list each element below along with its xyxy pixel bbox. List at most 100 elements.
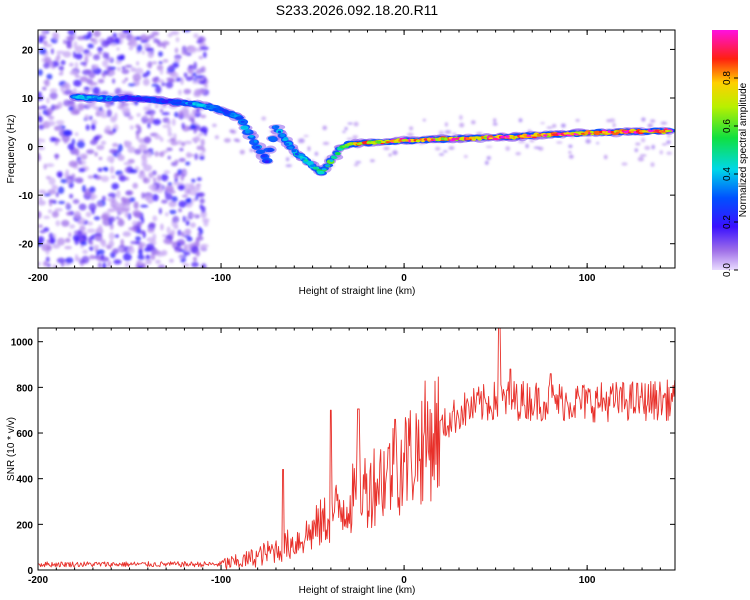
noise-speckle bbox=[198, 55, 203, 60]
noise-speckle bbox=[75, 148, 80, 157]
noise-speckle bbox=[183, 113, 191, 119]
noise-speckle bbox=[188, 185, 195, 191]
noise-speckle bbox=[352, 135, 359, 139]
noise-speckle bbox=[644, 145, 651, 150]
noise-speckle bbox=[182, 170, 187, 175]
noise-speckle bbox=[132, 220, 138, 226]
noise-speckle bbox=[91, 123, 96, 131]
noise-speckle bbox=[444, 122, 448, 127]
noise-speckle bbox=[471, 120, 476, 125]
noise-speckle bbox=[159, 68, 164, 75]
noise-speckle bbox=[135, 132, 140, 140]
noise-speckle bbox=[63, 83, 69, 89]
signal-point bbox=[173, 100, 178, 103]
noise-speckle bbox=[132, 73, 142, 82]
signal-point bbox=[310, 164, 316, 167]
noise-speckle bbox=[58, 124, 62, 132]
noise-speckle bbox=[203, 220, 209, 227]
noise-speckle bbox=[183, 72, 188, 78]
noise-speckle bbox=[189, 213, 198, 217]
signal-point bbox=[607, 130, 612, 133]
signal-point bbox=[368, 142, 374, 144]
signal-point bbox=[415, 139, 421, 143]
noise-speckle bbox=[540, 122, 545, 125]
noise-speckle bbox=[347, 122, 353, 125]
noise-speckle bbox=[46, 107, 53, 115]
noise-speckle bbox=[122, 231, 131, 237]
signal-point bbox=[401, 139, 407, 142]
noise-speckle bbox=[89, 85, 94, 91]
noise-speckle bbox=[79, 225, 86, 232]
noise-speckle bbox=[200, 126, 208, 134]
snr-ytick-label: 800 bbox=[16, 383, 33, 394]
noise-speckle bbox=[63, 39, 67, 45]
colorbar-tick-label: 0.2 bbox=[722, 215, 733, 229]
noise-speckle bbox=[172, 215, 180, 224]
signal-point bbox=[543, 134, 548, 137]
signal-point bbox=[99, 96, 104, 100]
snr-ytick-label: 0 bbox=[27, 566, 33, 577]
noise-speckle bbox=[192, 72, 197, 77]
noise-speckle bbox=[194, 153, 199, 161]
noise-speckle bbox=[192, 80, 200, 85]
noise-speckle bbox=[166, 147, 173, 152]
noise-speckle bbox=[108, 232, 115, 241]
noise-speckle bbox=[157, 174, 162, 182]
noise-speckle bbox=[60, 60, 66, 66]
noise-speckle bbox=[197, 89, 206, 94]
noise-speckle bbox=[147, 227, 155, 234]
noise-speckle bbox=[150, 112, 154, 118]
noise-speckle bbox=[175, 37, 180, 43]
noise-speckle bbox=[155, 85, 162, 94]
noise-speckle bbox=[188, 64, 194, 69]
signal-point bbox=[212, 108, 217, 111]
signal-point bbox=[331, 155, 336, 159]
noise-speckle bbox=[518, 118, 523, 123]
noise-speckle bbox=[249, 148, 254, 153]
spectrogram-xtick-label: 0 bbox=[401, 273, 407, 284]
noise-speckle bbox=[159, 137, 164, 143]
noise-speckle bbox=[167, 120, 171, 125]
noise-speckle bbox=[74, 61, 79, 70]
snr-xtick-label: -100 bbox=[211, 575, 231, 586]
noise-speckle bbox=[196, 183, 201, 187]
noise-speckle bbox=[174, 221, 178, 228]
noise-speckle bbox=[146, 151, 153, 158]
noise-speckle bbox=[74, 75, 81, 78]
noise-speckle bbox=[196, 68, 203, 75]
noise-speckle bbox=[78, 203, 87, 211]
signal-point bbox=[358, 142, 364, 145]
signal-point bbox=[181, 101, 186, 104]
noise-speckle bbox=[144, 111, 152, 115]
noise-speckle bbox=[640, 137, 646, 143]
noise-speckle bbox=[44, 43, 53, 48]
noise-speckle bbox=[61, 219, 70, 227]
noise-speckle bbox=[74, 177, 84, 184]
noise-speckle bbox=[117, 143, 123, 152]
noise-speckle bbox=[160, 173, 169, 182]
noise-speckle bbox=[151, 83, 159, 87]
spectrogram-xtick-label: 100 bbox=[579, 273, 596, 284]
signal-point bbox=[427, 138, 432, 141]
signal-point bbox=[264, 160, 269, 163]
noise-speckle bbox=[199, 244, 207, 251]
noise-speckle bbox=[153, 177, 157, 183]
noise-speckle bbox=[101, 241, 107, 248]
noise-speckle bbox=[650, 119, 656, 123]
noise-speckle bbox=[100, 175, 110, 182]
noise-speckle bbox=[137, 254, 145, 261]
noise-speckle bbox=[100, 256, 110, 262]
signal-point bbox=[478, 136, 482, 140]
noise-speckle bbox=[49, 92, 58, 100]
noise-speckle bbox=[179, 147, 184, 152]
signal-point bbox=[299, 155, 303, 159]
noise-speckle bbox=[125, 64, 133, 68]
noise-speckle bbox=[135, 67, 144, 75]
noise-speckle bbox=[45, 163, 55, 168]
noise-speckle bbox=[111, 202, 117, 206]
noise-speckle bbox=[152, 233, 157, 241]
signal-point bbox=[285, 143, 290, 146]
noise-speckle bbox=[38, 142, 42, 146]
noise-speckle bbox=[38, 189, 47, 194]
noise-speckle bbox=[123, 253, 132, 261]
